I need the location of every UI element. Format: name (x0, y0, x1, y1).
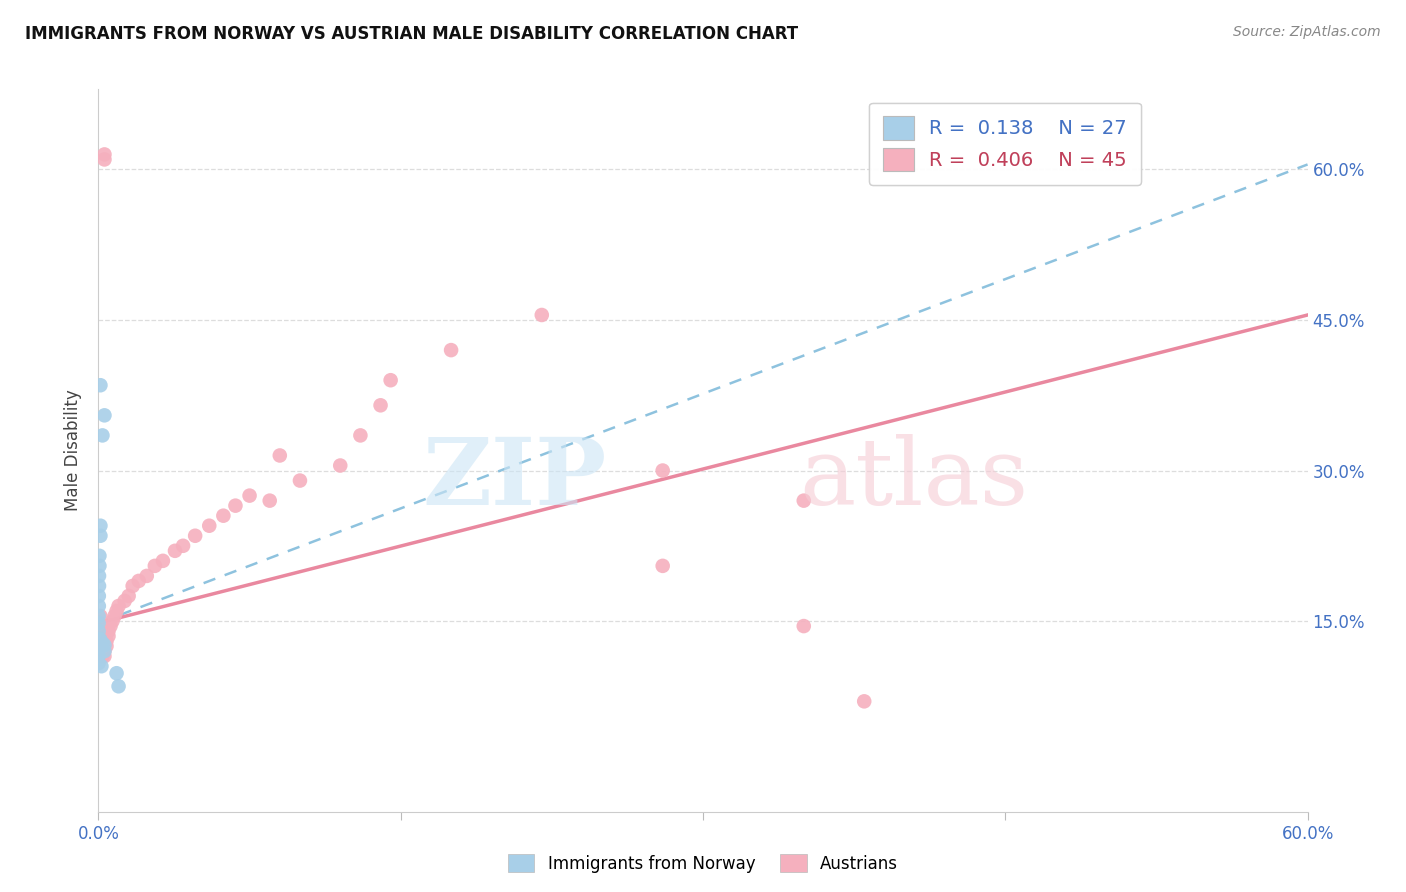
Point (288, 474, 311, 488)
Point (87, 579, 110, 593)
Point (89, 632, 111, 647)
Point (93, 409, 115, 423)
Point (93, 644, 115, 658)
Point (107, 679, 129, 693)
Point (224, 499, 246, 513)
Point (114, 594, 136, 608)
Point (96, 634, 118, 648)
Point (87, 616, 110, 631)
Point (87, 636, 110, 650)
Point (239, 489, 262, 503)
Point (93, 644, 115, 658)
Text: ZIP: ZIP (422, 434, 606, 524)
Point (91, 649, 114, 664)
Point (91, 636, 114, 650)
Point (370, 398, 392, 412)
Point (152, 554, 174, 568)
Point (87, 657, 110, 671)
Point (103, 609, 125, 624)
Point (89, 529, 111, 543)
Point (349, 428, 371, 442)
Point (87, 624, 110, 639)
Point (101, 614, 124, 628)
Point (651, 558, 673, 573)
Point (87, 609, 110, 624)
Point (172, 539, 194, 553)
Point (329, 458, 352, 473)
Point (89, 634, 111, 648)
Point (128, 574, 150, 588)
Point (100, 619, 122, 633)
Point (93, 147, 115, 161)
Point (107, 599, 129, 613)
Point (93, 638, 115, 652)
Point (91, 428, 114, 442)
Point (89, 558, 111, 573)
Point (87, 589, 110, 603)
Legend: R =  0.138    N = 27, R =  0.406    N = 45: R = 0.138 N = 27, R = 0.406 N = 45 (869, 103, 1140, 185)
Point (105, 666, 128, 681)
Point (91, 619, 114, 633)
Point (143, 558, 166, 573)
Point (93, 649, 115, 664)
Point (793, 619, 815, 633)
Point (163, 544, 186, 558)
Y-axis label: Male Disability: Male Disability (65, 390, 83, 511)
Point (793, 493, 815, 508)
Point (97, 624, 120, 639)
Point (198, 518, 221, 533)
Point (184, 529, 207, 543)
Point (212, 508, 235, 523)
Point (89, 378, 111, 392)
Legend: Immigrants from Norway, Austrians: Immigrants from Norway, Austrians (501, 847, 905, 880)
Point (87, 569, 110, 583)
Point (89, 609, 111, 624)
Point (380, 373, 402, 387)
Point (135, 569, 157, 583)
Point (89, 639, 111, 653)
Point (96, 639, 118, 653)
Point (118, 589, 141, 603)
Point (89, 518, 111, 533)
Point (87, 641, 110, 656)
Point (259, 493, 281, 508)
Point (853, 694, 876, 708)
Point (440, 343, 463, 358)
Text: IMMIGRANTS FROM NORWAY VS AUSTRIAN MALE DISABILITY CORRELATION CHART: IMMIGRANTS FROM NORWAY VS AUSTRIAN MALE … (25, 25, 799, 43)
Point (87, 599, 110, 613)
Point (651, 464, 673, 478)
Text: atlas: atlas (800, 434, 1029, 524)
Point (87, 632, 110, 647)
Point (97, 629, 120, 643)
Point (90, 659, 112, 673)
Point (89, 549, 111, 563)
Point (87, 649, 110, 664)
Point (105, 604, 128, 618)
Point (121, 579, 143, 593)
Text: Source: ZipAtlas.com: Source: ZipAtlas.com (1233, 25, 1381, 39)
Point (269, 449, 291, 463)
Point (530, 308, 553, 322)
Point (93, 153, 115, 167)
